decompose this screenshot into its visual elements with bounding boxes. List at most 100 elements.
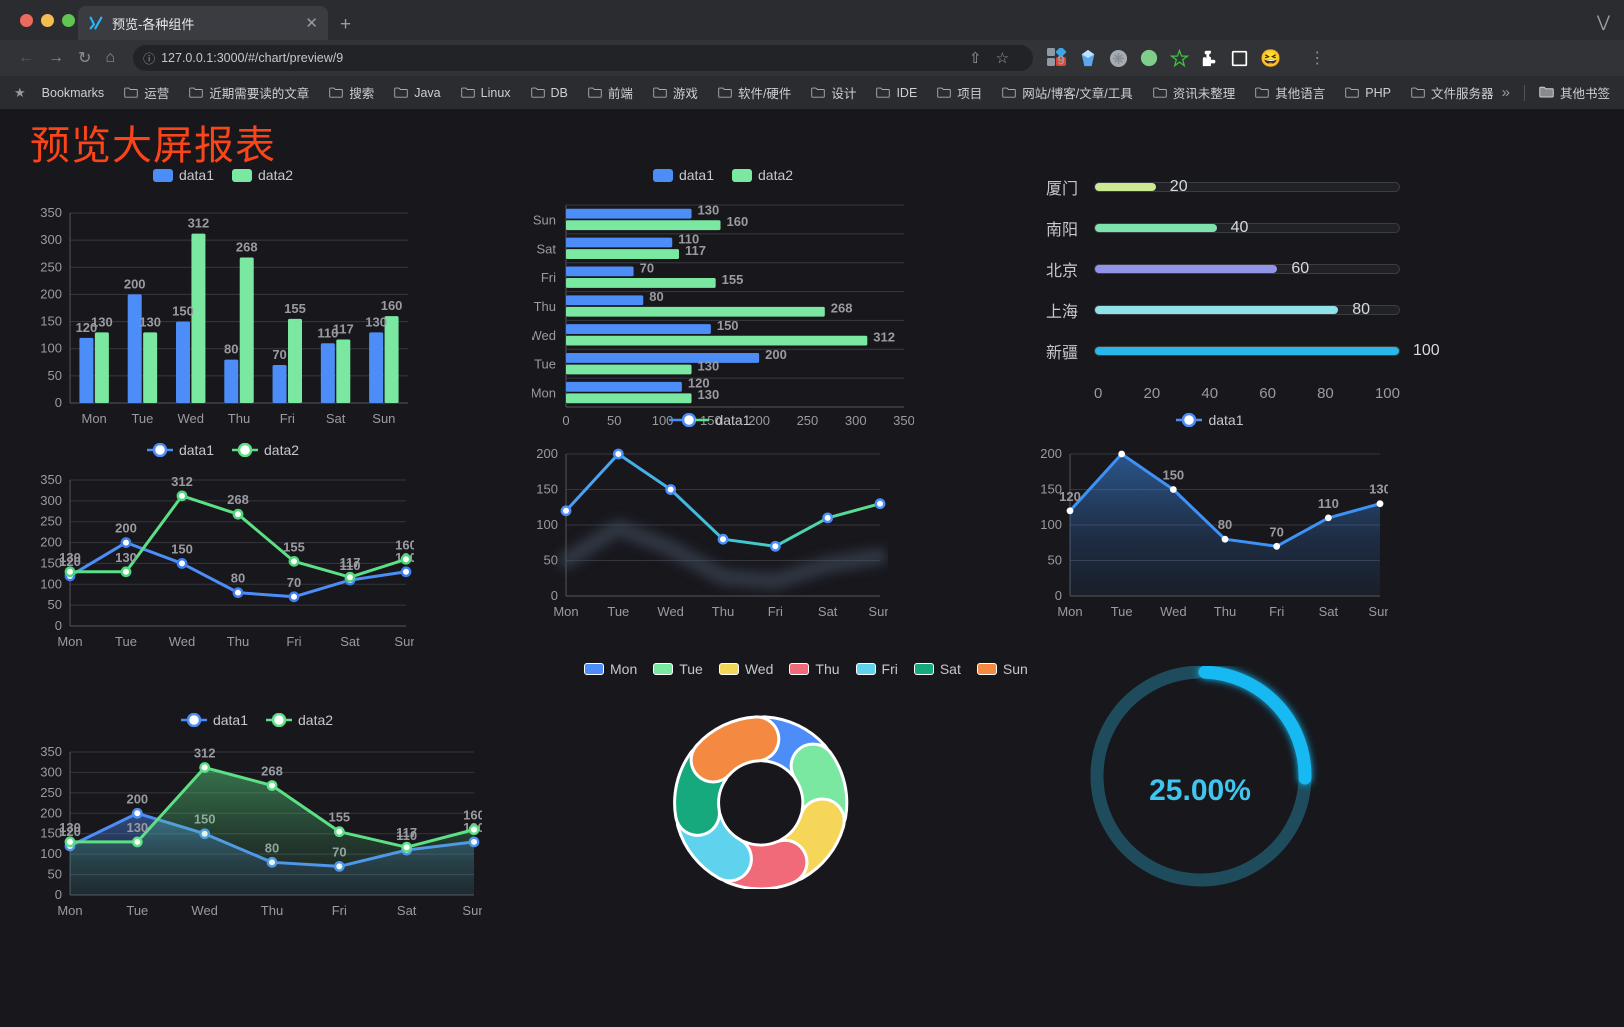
- svg-text:130: 130: [115, 550, 137, 565]
- svg-text:Tue: Tue: [126, 903, 148, 918]
- svg-text:80: 80: [224, 342, 238, 357]
- svg-text:Tue: Tue: [115, 634, 137, 649]
- svg-text:Tue: Tue: [534, 357, 556, 372]
- svg-text:350: 350: [893, 413, 914, 428]
- svg-text:268: 268: [261, 764, 283, 779]
- svg-text:Wed: Wed: [177, 411, 204, 426]
- svg-text:200: 200: [40, 535, 62, 550]
- svg-text:200: 200: [536, 446, 558, 461]
- svg-text:Sat: Sat: [1319, 604, 1339, 619]
- svg-text:150: 150: [172, 304, 194, 319]
- svg-text:70: 70: [272, 347, 286, 362]
- svg-text:160: 160: [381, 298, 403, 313]
- svg-text:80: 80: [649, 289, 663, 304]
- svg-text:120: 120: [1059, 489, 1081, 504]
- svg-text:250: 250: [40, 785, 62, 800]
- svg-text:155: 155: [722, 272, 744, 287]
- svg-text:Wed: Wed: [169, 634, 196, 649]
- svg-text:Sat: Sat: [818, 604, 838, 619]
- svg-text:100: 100: [40, 846, 62, 861]
- svg-text:Mon: Mon: [57, 634, 82, 649]
- svg-text:100: 100: [536, 517, 558, 532]
- svg-text:50: 50: [1048, 553, 1062, 568]
- svg-text:100: 100: [40, 576, 62, 591]
- svg-text:155: 155: [328, 810, 350, 825]
- svg-text:Thu: Thu: [1214, 604, 1236, 619]
- svg-text:Thu: Thu: [228, 411, 250, 426]
- svg-text:0: 0: [55, 887, 62, 902]
- svg-text:0: 0: [1055, 588, 1062, 603]
- svg-text:70: 70: [640, 260, 654, 275]
- svg-text:Thu: Thu: [261, 903, 283, 918]
- svg-text:50: 50: [48, 597, 62, 612]
- svg-text:130: 130: [139, 314, 161, 329]
- svg-text:70: 70: [1269, 524, 1283, 539]
- svg-text:Fri: Fri: [280, 411, 295, 426]
- svg-text:117: 117: [333, 321, 354, 336]
- svg-text:312: 312: [188, 216, 210, 231]
- svg-text:300: 300: [40, 493, 62, 508]
- svg-text:Wed: Wed: [657, 604, 684, 619]
- svg-text:130: 130: [59, 820, 81, 835]
- svg-text:Sun: Sun: [868, 604, 888, 619]
- svg-text:Fri: Fri: [541, 270, 556, 285]
- svg-text:Wed: Wed: [191, 903, 218, 918]
- svg-text:312: 312: [873, 330, 895, 345]
- svg-text:100: 100: [1040, 517, 1062, 532]
- svg-text:150: 150: [1162, 468, 1184, 483]
- svg-text:160: 160: [727, 214, 749, 229]
- svg-text:300: 300: [40, 764, 62, 779]
- svg-text:Sat: Sat: [340, 634, 360, 649]
- svg-text:Sun: Sun: [394, 634, 414, 649]
- svg-text:Mon: Mon: [553, 604, 578, 619]
- svg-text:117: 117: [685, 243, 706, 258]
- svg-text:312: 312: [194, 746, 216, 761]
- svg-text:Mon: Mon: [81, 411, 106, 426]
- svg-text:0: 0: [55, 395, 62, 410]
- svg-text:Mon: Mon: [532, 386, 556, 401]
- svg-text:200: 200: [1040, 446, 1062, 461]
- svg-text:130: 130: [1369, 482, 1388, 497]
- svg-text:50: 50: [48, 867, 62, 882]
- svg-text:160: 160: [395, 537, 414, 552]
- svg-text:Mon: Mon: [57, 903, 82, 918]
- svg-text:Tue: Tue: [607, 604, 629, 619]
- svg-text:150: 150: [171, 541, 193, 556]
- svg-text:130: 130: [365, 314, 387, 329]
- svg-text:150: 150: [717, 318, 739, 333]
- svg-text:250: 250: [40, 514, 62, 529]
- svg-text:9: 9: [1057, 53, 1064, 68]
- svg-text:268: 268: [831, 301, 853, 316]
- svg-text:Sat: Sat: [536, 241, 556, 256]
- svg-text:Wed: Wed: [532, 328, 556, 343]
- svg-text:200: 200: [40, 286, 62, 301]
- svg-text:50: 50: [48, 368, 62, 383]
- svg-text:Sun: Sun: [462, 903, 482, 918]
- svg-text:160: 160: [463, 808, 482, 823]
- svg-text:200: 200: [126, 791, 148, 806]
- svg-text:Tue: Tue: [131, 411, 153, 426]
- svg-text:Sun: Sun: [1368, 604, 1388, 619]
- svg-text:80: 80: [1218, 517, 1232, 532]
- svg-text:70: 70: [287, 575, 301, 590]
- svg-text:150: 150: [40, 314, 62, 329]
- svg-text:200: 200: [124, 276, 146, 291]
- svg-text:100: 100: [40, 341, 62, 356]
- svg-text:Sat: Sat: [326, 411, 346, 426]
- svg-text:200: 200: [1111, 444, 1133, 447]
- svg-text:117: 117: [396, 825, 417, 840]
- svg-text:268: 268: [227, 492, 249, 507]
- svg-text:250: 250: [40, 259, 62, 274]
- svg-text:130: 130: [698, 387, 720, 402]
- svg-text:200: 200: [40, 805, 62, 820]
- svg-text:130: 130: [91, 314, 113, 329]
- svg-text:350: 350: [40, 744, 62, 759]
- svg-text:110: 110: [1318, 496, 1339, 511]
- svg-text:Thu: Thu: [712, 604, 734, 619]
- svg-text:200: 200: [765, 347, 787, 362]
- svg-text:Fri: Fri: [768, 604, 783, 619]
- svg-text:Wed: Wed: [1160, 604, 1187, 619]
- svg-text:130: 130: [698, 358, 720, 373]
- svg-text:200: 200: [115, 521, 137, 536]
- svg-text:Fri: Fri: [286, 634, 301, 649]
